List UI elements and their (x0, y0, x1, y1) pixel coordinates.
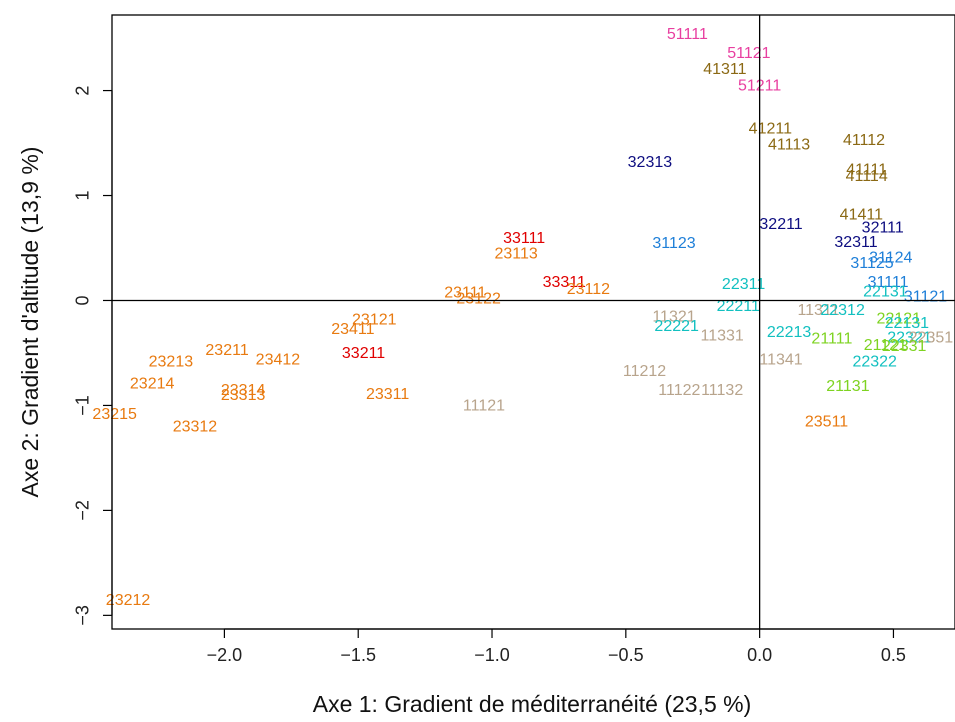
x-tick-label: −2.0 (207, 645, 243, 665)
point-label-23312: 23312 (173, 419, 218, 436)
point-label-23214: 23214 (130, 376, 175, 393)
point-label-31123: 31123 (652, 235, 695, 252)
y-tick-label: 2 (73, 86, 93, 96)
point-label-21121: 21121 (864, 337, 907, 354)
point-label-11122: 11122 (658, 382, 700, 399)
point-label-23213: 23213 (149, 354, 194, 371)
point-label-23311: 23311 (366, 386, 409, 403)
point-label-22322: 22322 (852, 354, 897, 371)
y-tick-label: −2 (73, 500, 93, 521)
x-axis-title: Axe 1: Gradient de méditerranéité (23,5 … (313, 691, 752, 717)
point-label-22312: 22312 (820, 302, 865, 319)
y-tick-label: −3 (73, 605, 93, 626)
x-axis: −2.0 −1.5 −1.0 −0.5 0.0 0.5 (207, 628, 906, 665)
y-axis: −3 −2 −1 0 1 2 (73, 86, 113, 626)
point-label-23412: 23412 (256, 352, 301, 369)
point-label-21111: 21111 (811, 331, 852, 348)
point-label-22321: 22321 (887, 329, 932, 346)
point-label-22131: 22131 (885, 315, 930, 332)
point-label-22311: 22311 (722, 276, 765, 293)
point-label-22121: 22121 (877, 311, 922, 328)
point-label-11132: 11132 (701, 382, 743, 399)
point-label-22221: 22221 (654, 318, 699, 335)
point-label-31111: 31111 (868, 274, 909, 291)
point-label-23112: 23112 (567, 281, 610, 298)
x-tick-label: 0.0 (747, 645, 772, 665)
point-label-11331: 11331 (701, 327, 744, 344)
y-axis-title: Axe 2: Gradient d'altitude (13,9 %) (17, 147, 43, 498)
point-label-51111: 51111 (667, 26, 708, 43)
point-label-23215: 23215 (92, 406, 137, 423)
point-label-23113: 23113 (494, 246, 537, 263)
point-label-11321: 11321 (652, 308, 695, 325)
point-label-32111: 32111 (862, 219, 904, 236)
point-label-31124: 31124 (869, 250, 912, 267)
point-label-23122: 23122 (456, 291, 501, 308)
point-label-32313: 32313 (628, 154, 673, 171)
point-label-11341: 11341 (759, 352, 802, 369)
reference-lines (112, 15, 955, 629)
point-label-31125: 31125 (850, 255, 893, 272)
point-label-23314: 23314 (221, 382, 266, 399)
point-label-41113: 41113 (768, 136, 810, 153)
point-label-23211: 23211 (205, 342, 248, 359)
point-label-23111: 23111 (444, 284, 486, 301)
point-label-41211: 41211 (749, 121, 792, 138)
point-label-21131: 21131 (826, 378, 869, 395)
point-label-22211: 22211 (717, 298, 760, 315)
point-label-32311: 32311 (834, 234, 877, 251)
x-tick-label: −1.5 (340, 645, 376, 665)
y-tick-label: −1 (73, 395, 93, 416)
point-label-51121: 51121 (727, 45, 770, 62)
y-tick-label: 1 (73, 191, 93, 201)
point-label-33211: 33211 (342, 345, 385, 362)
point-label-23313: 23313 (221, 387, 266, 404)
point-label-32211: 32211 (759, 216, 802, 233)
point-label-22351: 22351 (909, 329, 954, 346)
x-tick-label: −1.0 (474, 645, 510, 665)
point-label-41311: 41311 (703, 61, 746, 78)
point-label-23121: 23121 (352, 312, 397, 329)
point-label-23411: 23411 (331, 321, 374, 338)
point-label-23212: 23212 (106, 592, 151, 609)
point-label-11121: 11121 (463, 398, 505, 415)
point-label-41114: 41114 (846, 168, 888, 185)
point-label-33311: 33311 (543, 274, 586, 291)
y-tick-label: 0 (73, 295, 93, 305)
point-label-31121: 31121 (904, 289, 947, 306)
point-label-22331: 22331 (882, 338, 927, 355)
point-label-41111: 41111 (846, 162, 887, 179)
point-label-41411: 41411 (840, 207, 883, 224)
point-label-41112: 41112 (843, 132, 885, 149)
point-label-11212: 11212 (623, 363, 666, 380)
point-label-22213: 22213 (767, 324, 812, 341)
point-label-23511: 23511 (805, 413, 848, 430)
x-tick-label: 0.5 (881, 645, 906, 665)
x-tick-label: −0.5 (608, 645, 644, 665)
point-label-22131: 22131 (863, 283, 908, 300)
point-label-33111: 33111 (503, 230, 545, 247)
point-label-11311: 11311 (797, 302, 839, 319)
